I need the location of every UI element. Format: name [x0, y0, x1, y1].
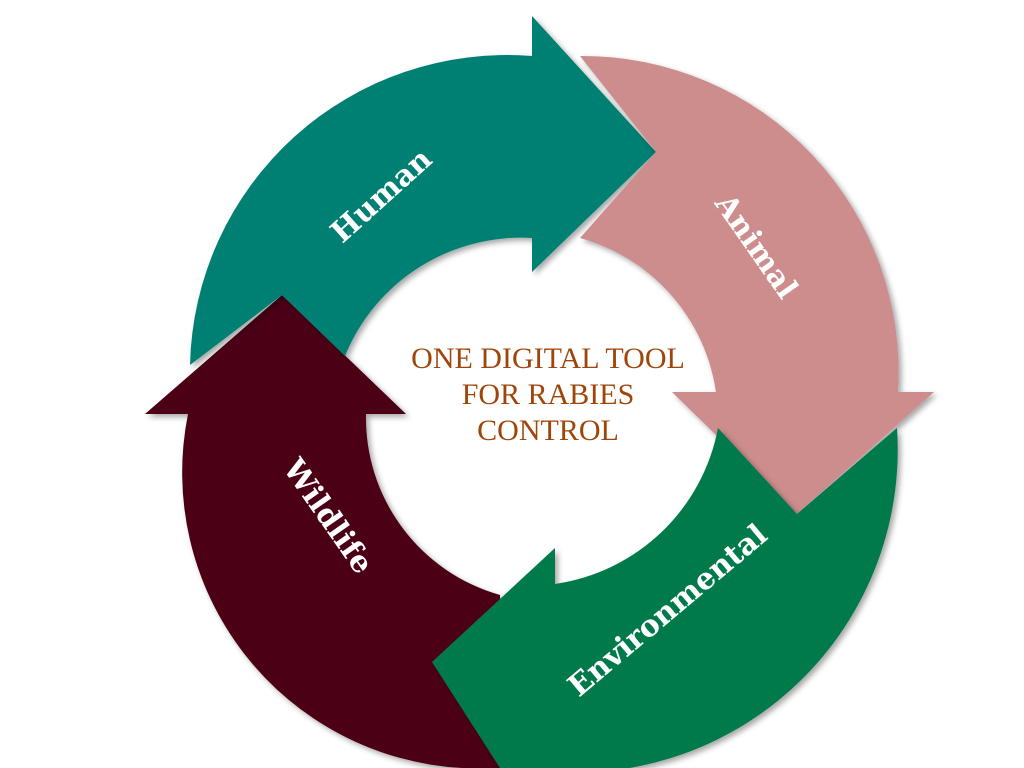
center-title-line-1: ONE DIGITAL TOOL	[411, 342, 685, 375]
animal-arrow	[580, 55, 934, 515]
center-title-line-2: FOR RABIES	[462, 378, 635, 411]
wildlife-arrow	[145, 295, 500, 768]
center-title-line-3: CONTROL	[477, 414, 619, 447]
human-arrow	[190, 16, 656, 365]
environmental-arrow	[432, 428, 898, 768]
